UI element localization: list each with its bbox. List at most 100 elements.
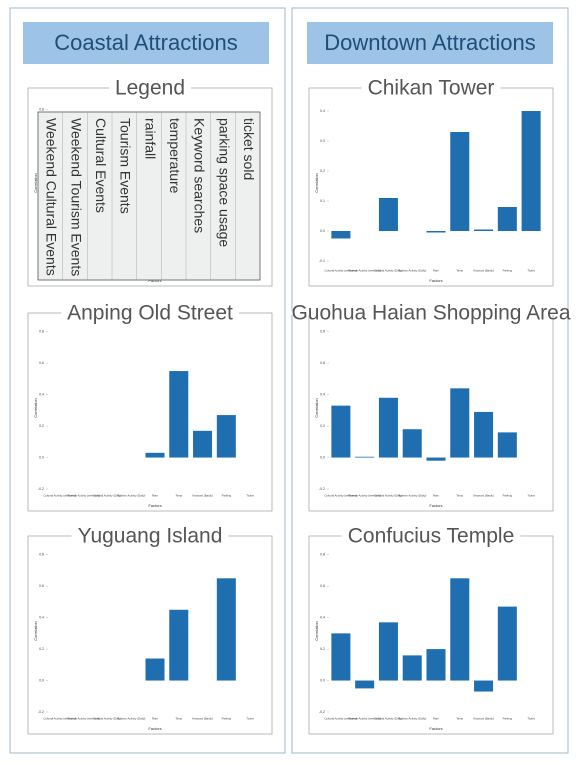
- x-tick-label: Cultural Activity (weekend): [43, 494, 76, 498]
- bar: [378, 397, 398, 458]
- x-tick-label: Tourism Activity (Daily): [398, 494, 426, 498]
- bar: [355, 680, 375, 689]
- bar: [497, 606, 517, 681]
- x-tick-label: Tourism Activity (weekend): [348, 717, 381, 721]
- x-tick-label: Tourism Activity (Daily): [117, 717, 145, 721]
- section-header: [23, 22, 269, 64]
- legend-item: ticket sold: [241, 118, 257, 180]
- y-tick-label: 0.0: [320, 678, 325, 682]
- bar: [216, 578, 236, 681]
- bar: [216, 415, 236, 458]
- y-tick-label: 0.4: [320, 109, 325, 113]
- bar: [402, 429, 422, 458]
- x-tick-label: Cultural Activity (weekend): [43, 717, 76, 721]
- x-tick-label: Temp: [456, 494, 463, 498]
- x-tick-label: Cultural Activity (weekend): [324, 269, 357, 273]
- bar: [193, 430, 213, 458]
- legend-item: Cultural Events: [93, 118, 109, 213]
- bar: [331, 633, 351, 681]
- bar: [474, 680, 494, 692]
- x-tick-label: Cultural Activity (Daily): [93, 717, 121, 721]
- x-tick-label: Tourism Activity (weekend): [67, 494, 100, 498]
- x-tick-label: Parking: [503, 494, 513, 498]
- x-axis-label: Factors: [148, 503, 161, 508]
- y-tick-label: 0.8: [39, 553, 44, 557]
- x-tick-label: Cultural Activity (Daily): [93, 494, 121, 498]
- x-tick-label: Cultural Activity (weekend): [324, 717, 357, 721]
- y-axis-label: Correlation: [314, 173, 319, 193]
- x-tick-label: Tourism Activity (Daily): [117, 494, 145, 498]
- bar: [145, 658, 165, 681]
- y-tick-label: 0.4: [39, 393, 44, 397]
- x-tick-label: Keyword (Baidu): [192, 494, 213, 498]
- legend-item: Tourism Events: [118, 118, 134, 214]
- y-tick-label: 0.2: [39, 647, 44, 651]
- title-background: [361, 86, 501, 90]
- x-tick-label: Temp: [456, 717, 463, 721]
- bar: [169, 609, 189, 681]
- y-axis-label: Correlation: [33, 398, 38, 418]
- bar: [474, 411, 494, 458]
- y-axis-label: Correlation: [33, 621, 38, 641]
- bar: [402, 655, 422, 681]
- x-axis-label: Factors: [148, 278, 161, 283]
- x-tick-label: Keyword (Baidu): [473, 717, 494, 721]
- legend-item: parking space usage: [216, 118, 232, 247]
- y-tick-label: 0.8: [320, 330, 325, 334]
- x-tick-label: Parking: [503, 717, 513, 721]
- legend-item: Weekend Tourism Events: [68, 118, 84, 276]
- legend-box: [37, 111, 261, 281]
- x-tick-label: Ticket: [246, 717, 254, 721]
- x-tick-label: Ticket: [527, 494, 535, 498]
- x-tick-label: Rain: [433, 494, 439, 498]
- x-tick-label: Parking: [222, 494, 232, 498]
- bar: [450, 132, 470, 231]
- section-title: Coastal Attractions: [54, 30, 237, 55]
- bar: [378, 622, 398, 681]
- x-tick-label: Cultural Activity (Daily): [374, 494, 402, 498]
- legend-item: Keyword searches: [192, 118, 208, 233]
- x-tick-label: Temp: [456, 269, 463, 273]
- y-tick-label: 0.0: [39, 455, 44, 459]
- y-axis-label: Correlation: [314, 398, 319, 418]
- chart-title: Chikan Tower: [368, 77, 495, 100]
- legend-item: rainfall: [142, 118, 158, 159]
- x-tick-label: Tourism Activity (Daily): [398, 717, 426, 721]
- x-tick-label: Cultural Activity (Daily): [374, 717, 402, 721]
- x-tick-label: Keyword (Baidu): [473, 269, 494, 273]
- y-tick-label: 0.1: [320, 199, 325, 203]
- title-background: [108, 86, 192, 90]
- bar: [497, 432, 517, 458]
- title-background: [71, 534, 229, 538]
- x-tick-label: Parking: [222, 717, 232, 721]
- section-title: Downtown Attractions: [324, 30, 536, 55]
- bar: [521, 111, 541, 231]
- x-tick-label: Tourism Activity (weekend): [348, 494, 381, 498]
- x-tick-label: Ticket: [527, 269, 535, 273]
- y-tick-label: -0.2: [38, 710, 44, 714]
- y-tick-label: 0.6: [39, 584, 44, 588]
- x-tick-label: Keyword (Baidu): [473, 494, 494, 498]
- y-tick-label: 0.4: [320, 393, 325, 397]
- x-tick-label: Temp: [175, 717, 182, 721]
- y-tick-label: 0.8: [39, 108, 44, 112]
- bar: [355, 456, 375, 458]
- y-tick-label: 0.0: [39, 678, 44, 682]
- title-background: [285, 311, 577, 315]
- bar: [426, 457, 446, 461]
- x-tick-label: Rain: [152, 717, 158, 721]
- x-tick-label: Cultural Activity (weekend): [324, 494, 357, 498]
- x-axis-label: Factors: [429, 726, 442, 731]
- chart-title: Legend: [115, 77, 185, 100]
- title-background: [341, 534, 521, 538]
- bar: [450, 388, 470, 458]
- chart-title: Confucius Temple: [348, 525, 515, 548]
- y-tick-label: 0.4: [39, 616, 44, 620]
- section-header: [307, 22, 553, 64]
- bar: [497, 207, 517, 231]
- x-tick-label: Cultural Activity (Daily): [374, 269, 402, 273]
- x-axis-label: Factors: [148, 726, 161, 731]
- x-tick-label: Temp: [175, 494, 182, 498]
- x-tick-label: Keyword (Baidu): [192, 717, 213, 721]
